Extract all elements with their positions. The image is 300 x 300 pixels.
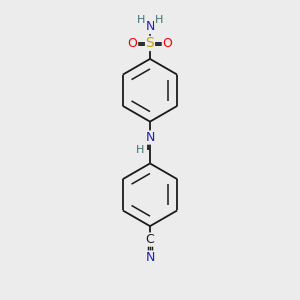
Text: N: N <box>145 20 155 34</box>
Text: N: N <box>145 251 155 264</box>
Text: H: H <box>155 15 163 26</box>
Text: C: C <box>146 233 154 246</box>
Text: H: H <box>136 145 145 155</box>
Text: H: H <box>137 15 145 26</box>
Text: O: O <box>162 37 172 50</box>
Text: N: N <box>145 131 155 144</box>
Text: O: O <box>128 37 138 50</box>
Text: S: S <box>146 36 154 50</box>
